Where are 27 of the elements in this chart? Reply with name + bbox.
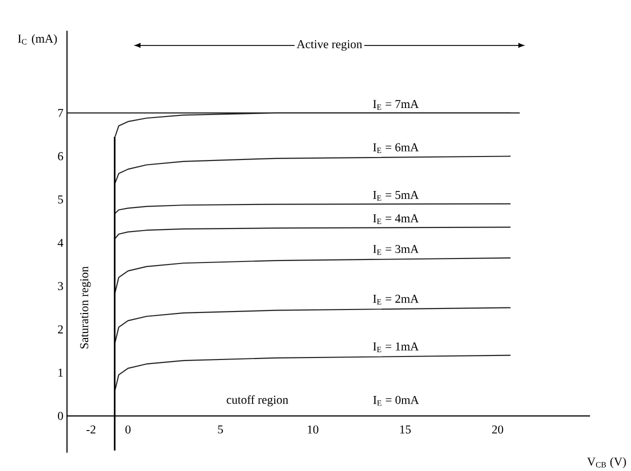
y-tick-label: 2: [58, 325, 63, 334]
x-tick-label: 20: [492, 425, 504, 434]
annotation: I$_{E}$ = 0mA: [373, 396, 419, 406]
series-label: I$_{E}$ = 5mA: [373, 190, 419, 200]
y-tick-label: 0: [58, 412, 64, 420]
y-tick-label: 6: [58, 152, 64, 160]
series-label: I$_{E}$ = 1mA: [373, 342, 419, 352]
annotation: Saturation region: [80, 266, 91, 348]
series-label: I$_{E}$ = 7mA: [373, 100, 419, 110]
series-label: I$_{E}$ = 2mA: [373, 294, 419, 304]
y-axis-title: I$_{C}$ (mA): [18, 34, 57, 45]
x-tick-label: 10: [308, 425, 318, 434]
x-axis-title: V$_{CB}$ (V): [587, 457, 626, 468]
series-label: I$_{E}$ = 6mA: [373, 143, 419, 153]
x-tick-label: -2: [86, 425, 96, 434]
y-tick-label: 1: [58, 368, 63, 376]
y-tick-label: 5: [58, 195, 64, 204]
y-tick-label: 7: [58, 108, 64, 117]
series-label: I$_{E}$ = 3mA: [373, 244, 419, 255]
x-tick-label: 15: [400, 425, 411, 434]
x-tick-label: 0: [125, 425, 131, 434]
y-tick-label: 4: [58, 238, 64, 247]
y-tick-label: 3: [58, 282, 64, 290]
annotation: cutoff region: [226, 395, 288, 406]
annotation: Active region: [296, 40, 362, 50]
series-label: I$_{E}$ = 4mA: [373, 214, 419, 224]
x-tick-label: 5: [218, 425, 223, 434]
